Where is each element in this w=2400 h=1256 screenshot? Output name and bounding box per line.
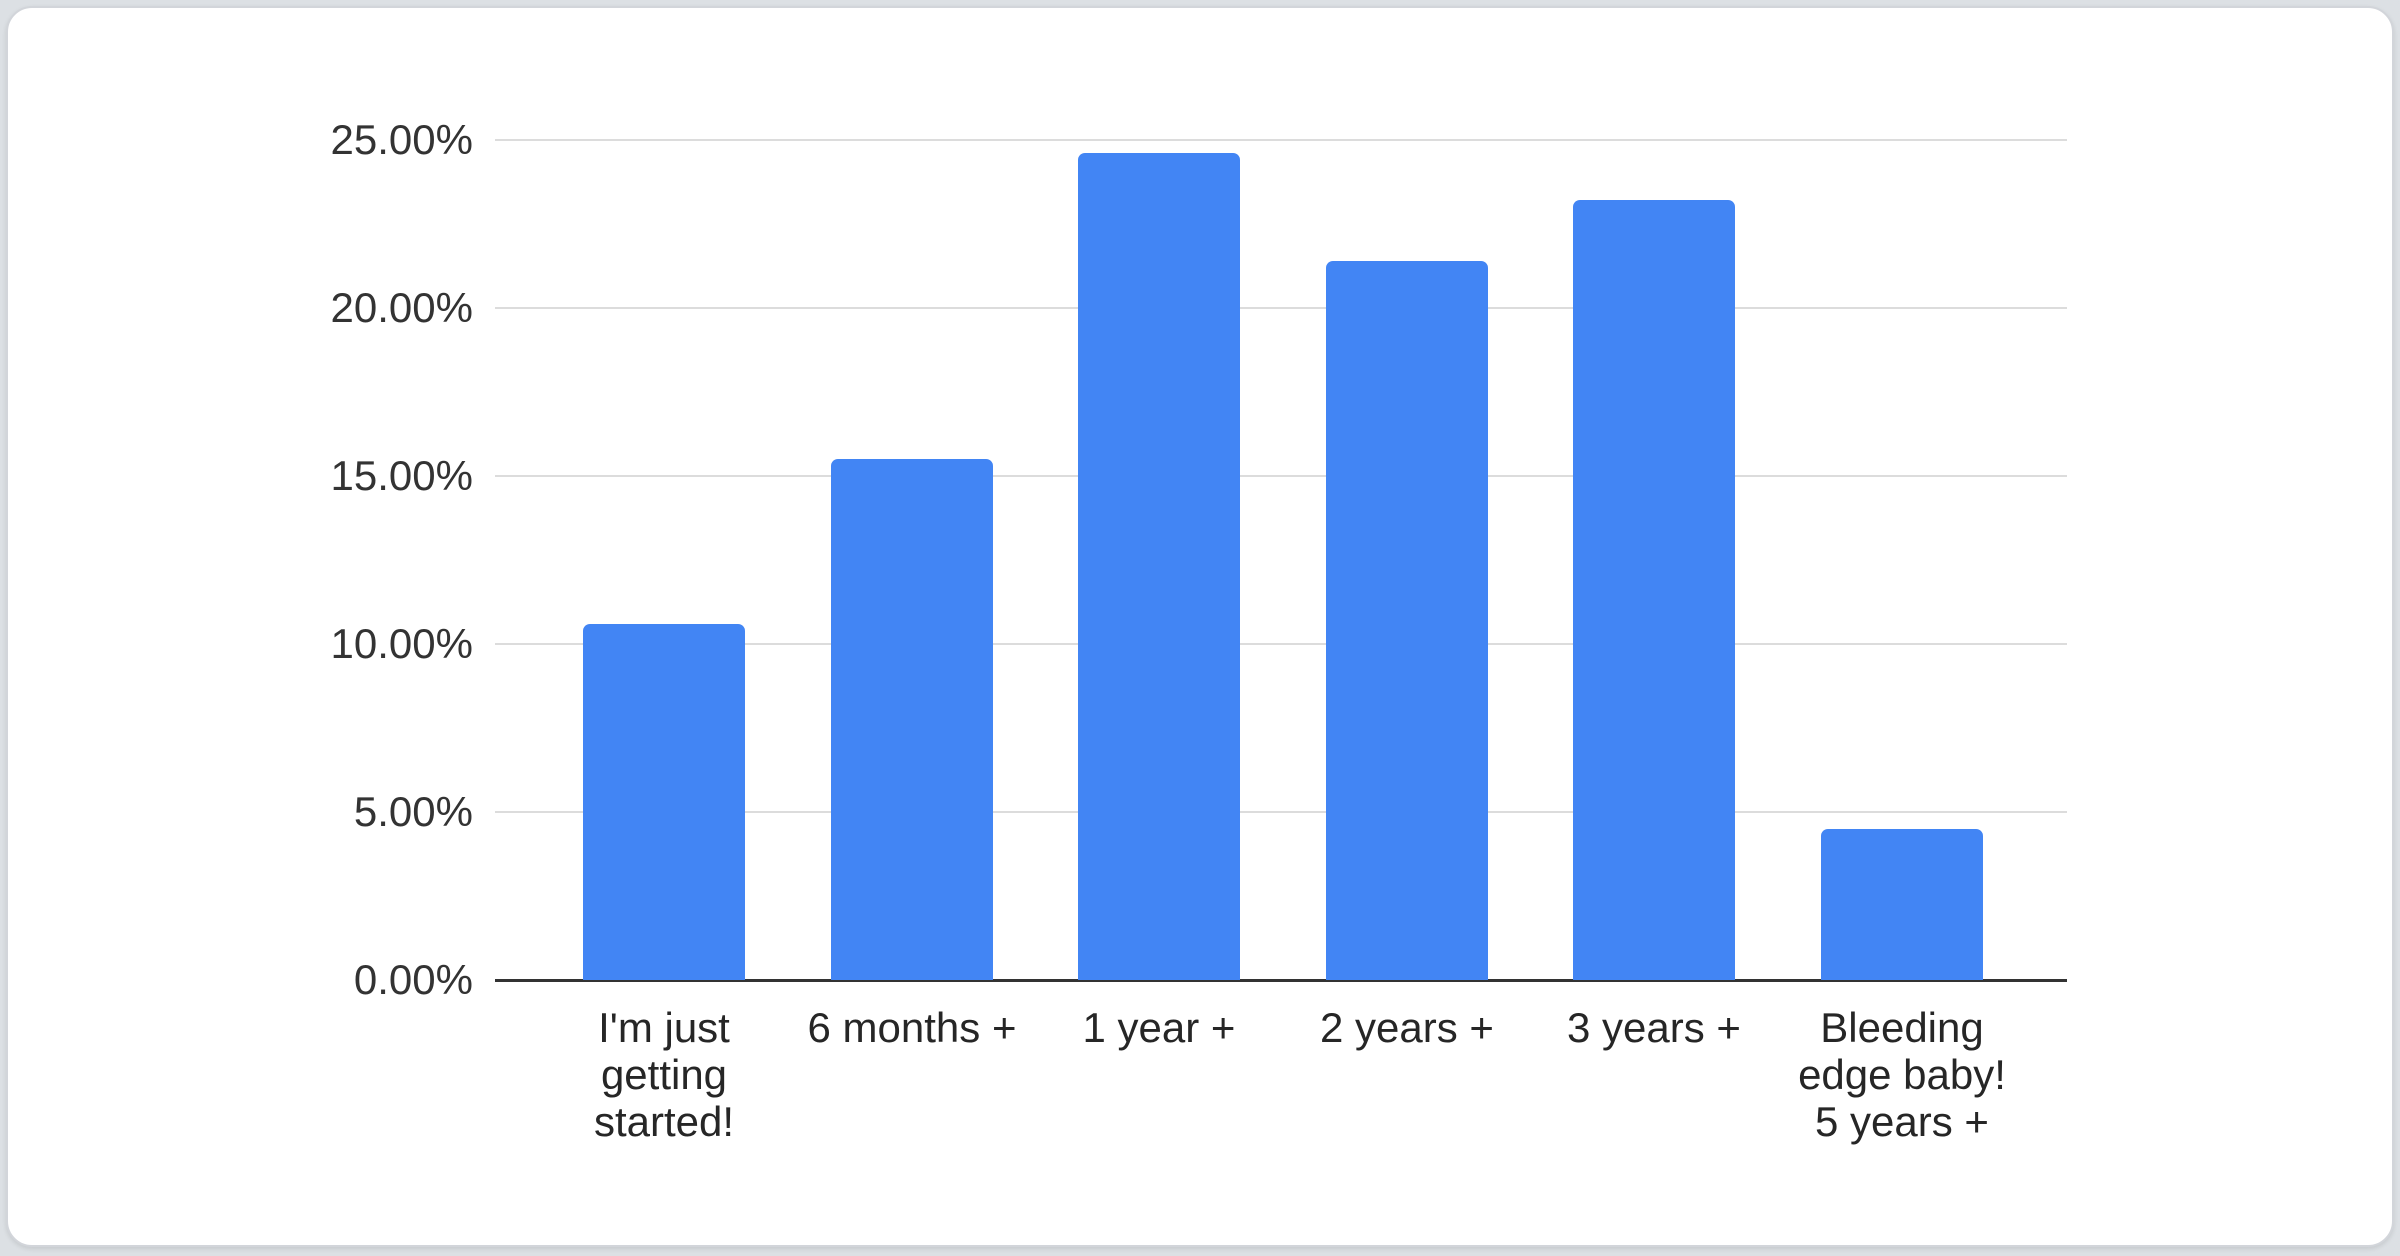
bar — [1326, 261, 1488, 980]
bar — [583, 624, 745, 980]
gridline — [495, 307, 2067, 309]
y-axis-tick-label: 0.00% — [353, 956, 473, 1003]
y-axis-tick-label: 5.00% — [353, 788, 473, 835]
bar — [1078, 153, 1240, 980]
gridline — [495, 811, 2067, 813]
y-axis-tick-label: 10.00% — [330, 620, 473, 667]
y-axis-tick-label: 15.00% — [330, 452, 473, 499]
y-axis-tick-label: 20.00% — [330, 284, 473, 331]
y-axis-tick-label: 25.00% — [330, 116, 473, 163]
x-category-label: Bleeding edge baby! 5 years + — [1798, 1004, 2006, 1145]
x-category-label: 2 years + — [1320, 1004, 1494, 1051]
bar — [1573, 200, 1735, 980]
bar — [831, 459, 993, 980]
x-category-label: 1 year + — [1082, 1004, 1236, 1051]
gridline — [495, 139, 2067, 141]
x-axis-baseline — [495, 979, 2067, 982]
bar — [1821, 829, 1983, 980]
gridline — [495, 475, 2067, 477]
x-category-label: I'm just getting started! — [593, 1004, 735, 1145]
x-category-label: 6 months + — [807, 1004, 1017, 1051]
gridline — [495, 643, 2067, 645]
x-category-label: 3 years + — [1567, 1004, 1741, 1051]
